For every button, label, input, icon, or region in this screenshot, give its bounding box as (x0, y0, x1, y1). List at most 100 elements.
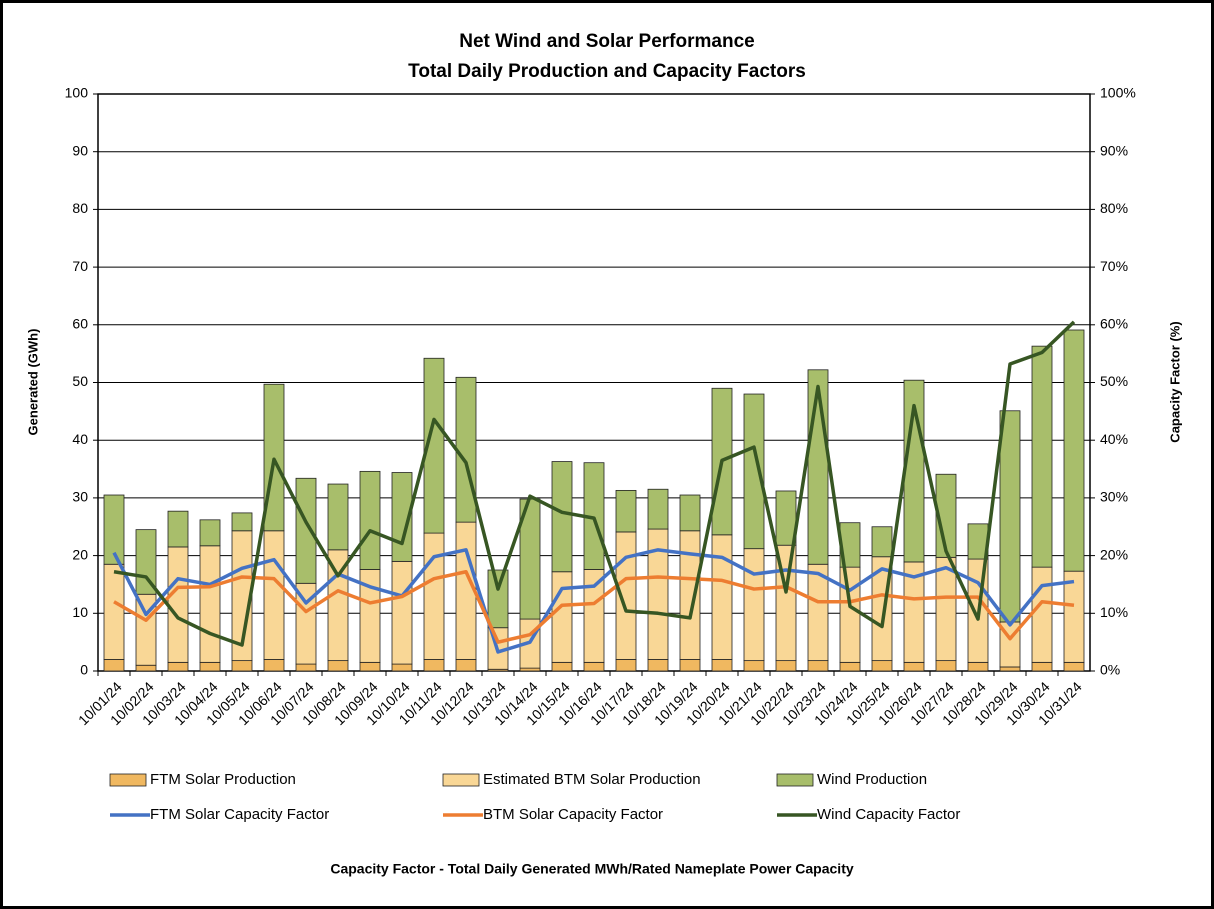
legend-label: Wind Production (817, 771, 927, 788)
bar (871, 526, 893, 558)
y2-tick-label: 10% (1100, 604, 1128, 620)
line-series (113, 570, 1075, 644)
y2-axis-title: Capacity Factor (%) (1167, 321, 1182, 442)
footnote: Capacity Factor - Total Daily Generated … (330, 861, 854, 877)
y-tick-label: 50 (72, 373, 88, 389)
y-tick-label: 30 (72, 489, 88, 505)
y2-tick-label: 80% (1100, 200, 1128, 216)
y2-tick-label: 70% (1100, 258, 1128, 274)
bar (743, 548, 765, 662)
bar (327, 660, 349, 672)
legend-label: Wind Capacity Factor (817, 806, 960, 823)
bar (487, 569, 509, 629)
bar (999, 666, 1021, 672)
bar (391, 560, 413, 665)
bar (615, 659, 637, 672)
bar (1063, 329, 1085, 572)
bar (775, 660, 797, 672)
y-tick-label: 90 (72, 142, 88, 158)
bar (551, 461, 573, 573)
y2-tick-label: 20% (1100, 546, 1128, 562)
bar (231, 660, 253, 672)
bar (551, 571, 573, 663)
legend-label: FTM Solar Production (150, 771, 296, 788)
bar (551, 661, 573, 672)
bar (679, 659, 701, 672)
bar (455, 376, 477, 523)
bar (103, 659, 125, 672)
legend-label: FTM Solar Capacity Factor (150, 806, 329, 823)
bar (935, 660, 957, 672)
bar (167, 661, 189, 672)
bar (1031, 345, 1053, 568)
bar (359, 470, 381, 570)
bar (199, 519, 221, 547)
legend-swatch (442, 773, 480, 787)
bar (871, 660, 893, 672)
bar (615, 489, 637, 533)
y-tick-label: 20 (72, 546, 88, 562)
bar (583, 661, 605, 672)
bar (935, 473, 957, 558)
legend-swatch (109, 773, 147, 787)
y-tick-label: 70 (72, 258, 88, 274)
bar (903, 661, 925, 672)
bar (167, 546, 189, 663)
bar (391, 472, 413, 562)
bar (423, 659, 445, 672)
legend-label: Estimated BTM Solar Production (483, 771, 701, 788)
bar (167, 510, 189, 548)
bar (327, 483, 349, 551)
y-tick-label: 60 (72, 316, 88, 332)
y-axis-title: Generated (GWh) (25, 329, 40, 436)
y2-tick-label: 50% (1100, 373, 1128, 389)
bar (1063, 661, 1085, 672)
bar (231, 512, 253, 532)
bar (199, 545, 221, 663)
bar (263, 530, 285, 660)
y-tick-label: 0 (80, 662, 88, 678)
bar (263, 659, 285, 672)
bar (999, 410, 1021, 623)
bar (455, 659, 477, 672)
bar (807, 369, 829, 565)
y-tick-label: 40 (72, 431, 88, 447)
bar (423, 532, 445, 660)
line-series (113, 320, 1076, 647)
bar (295, 663, 317, 672)
bar (391, 663, 413, 672)
bar (1031, 566, 1053, 663)
legend-swatch (776, 773, 814, 787)
bar (679, 530, 701, 660)
bar (103, 563, 125, 660)
line-series (112, 548, 1075, 654)
bar (807, 660, 829, 672)
bar (295, 477, 317, 584)
bar (135, 664, 157, 672)
bar (103, 494, 125, 565)
bar (199, 661, 221, 672)
bar (967, 661, 989, 672)
bar (839, 566, 861, 663)
bar (1031, 661, 1053, 672)
y-tick-label: 100 (65, 85, 89, 101)
bar (743, 660, 765, 672)
bar (743, 393, 765, 550)
bar (679, 494, 701, 532)
bar (1063, 570, 1085, 663)
bar (839, 661, 861, 672)
y-tick-label: 10 (72, 604, 88, 620)
bar (711, 659, 733, 672)
chart-title: Net Wind and Solar Performance (459, 31, 754, 52)
bar (423, 357, 445, 534)
chart-subtitle: Total Daily Production and Capacity Fact… (408, 61, 806, 82)
bar (647, 659, 669, 672)
legend-label: BTM Solar Capacity Factor (483, 806, 663, 823)
y2-tick-label: 40% (1100, 431, 1128, 447)
bar (135, 529, 157, 595)
y2-tick-label: 0% (1100, 662, 1120, 678)
bar (711, 534, 733, 660)
y2-tick-label: 60% (1100, 316, 1128, 332)
y2-tick-label: 90% (1100, 142, 1128, 158)
